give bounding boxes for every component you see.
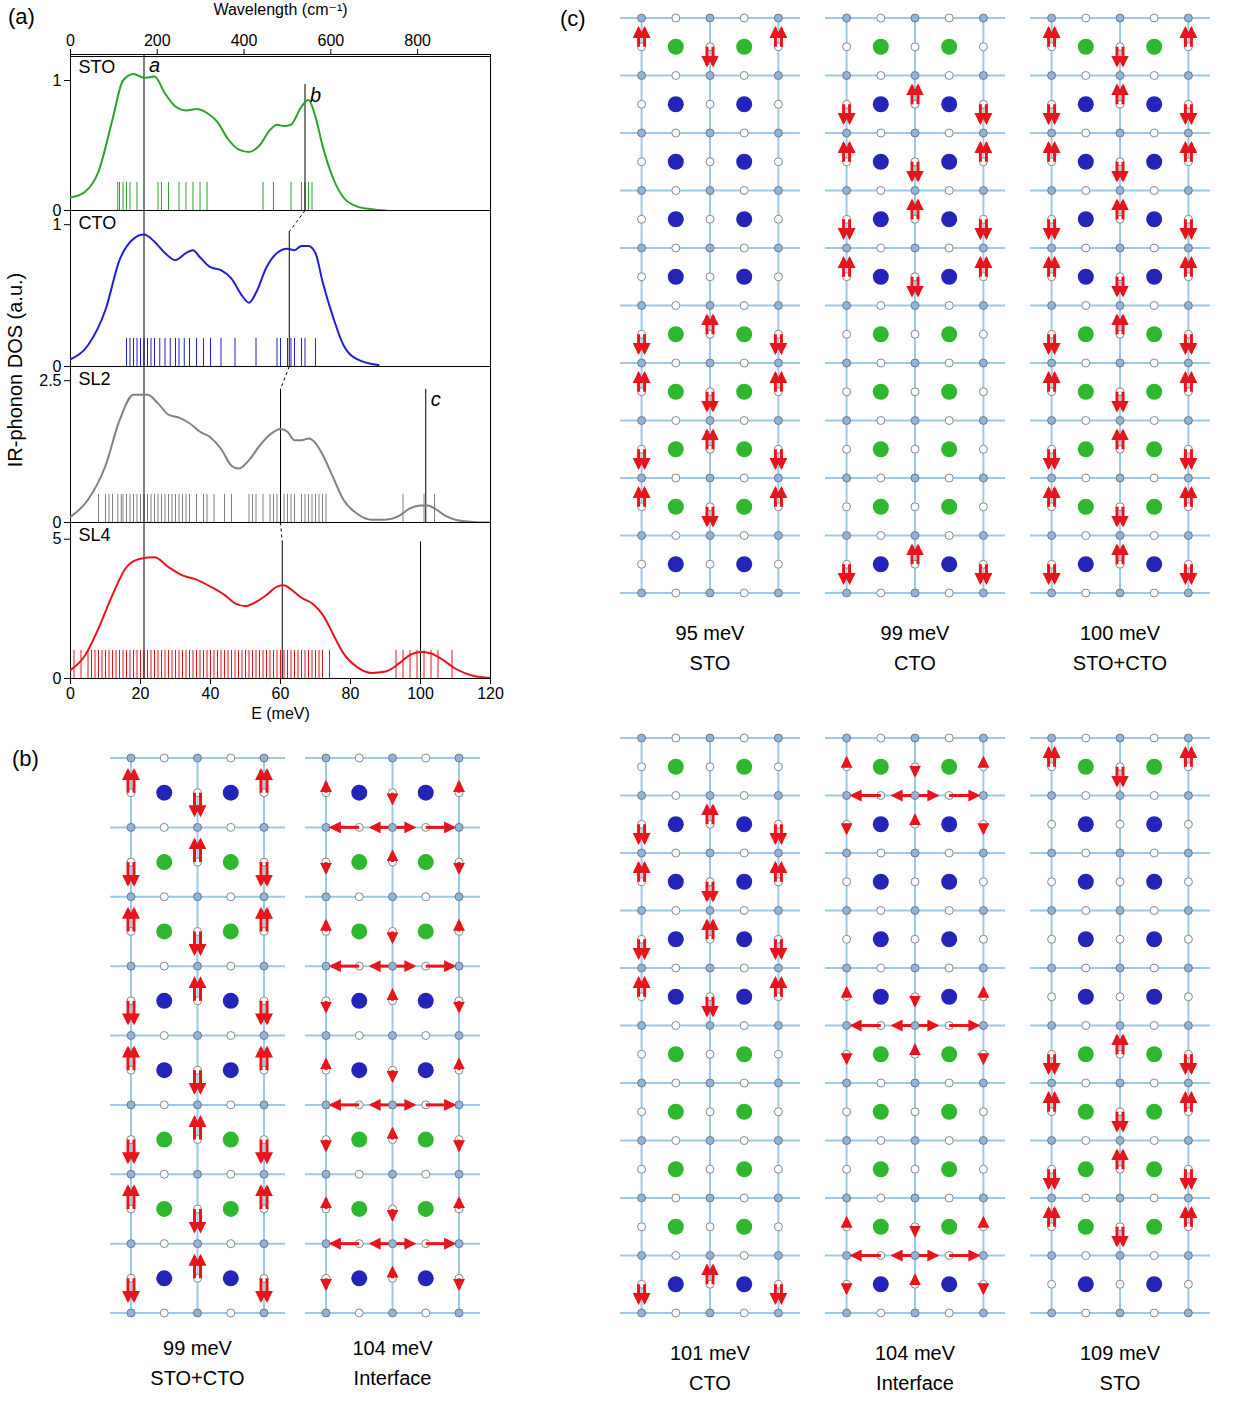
svg-text:STO+CTO: STO+CTO: [1073, 652, 1167, 674]
svg-text:100: 100: [407, 685, 434, 702]
svg-text:Interface: Interface: [876, 1372, 954, 1394]
svg-text:0: 0: [66, 685, 75, 702]
svg-text:40: 40: [202, 685, 220, 702]
svg-text:101 meV: 101 meV: [670, 1342, 751, 1364]
svg-text:200: 200: [144, 32, 171, 49]
svg-text:100 meV: 100 meV: [1080, 622, 1161, 644]
svg-text:1: 1: [53, 72, 62, 89]
svg-text:120: 120: [477, 685, 504, 702]
svg-text:400: 400: [231, 32, 258, 49]
svg-text:Wavelength (cm⁻¹): Wavelength (cm⁻¹): [213, 1, 347, 18]
svg-text:20: 20: [132, 685, 150, 702]
svg-text:60: 60: [272, 685, 290, 702]
svg-text:STO+CTO: STO+CTO: [150, 1367, 244, 1389]
svg-text:0: 0: [53, 670, 62, 687]
svg-text:600: 600: [317, 32, 344, 49]
svg-text:E (meV): E (meV): [251, 705, 310, 722]
svg-text:a: a: [149, 54, 160, 76]
svg-text:99 meV: 99 meV: [881, 622, 951, 644]
svg-text:0: 0: [52, 357, 62, 375]
svg-text:(c): (c): [560, 6, 586, 31]
svg-text:104 meV: 104 meV: [352, 1337, 433, 1359]
svg-text:c: c: [431, 388, 441, 410]
svg-text:0: 0: [53, 514, 62, 531]
svg-text:5: 5: [53, 530, 62, 547]
svg-text:IR-phonon DOS (a.u.): IR-phonon DOS (a.u.): [4, 273, 26, 468]
svg-text:STO: STO: [79, 57, 116, 77]
svg-text:CTO: CTO: [894, 652, 936, 674]
svg-text:95 meV: 95 meV: [676, 622, 746, 644]
svg-text:(a): (a): [8, 4, 35, 29]
svg-text:Interface: Interface: [354, 1367, 432, 1389]
svg-text:80: 80: [342, 685, 360, 702]
svg-text:(b): (b): [12, 746, 39, 771]
svg-text:99 meV: 99 meV: [163, 1337, 233, 1359]
svg-text:2.5: 2.5: [39, 372, 61, 389]
svg-text:STO: STO: [1100, 1372, 1141, 1394]
svg-text:b: b: [310, 84, 321, 106]
svg-text:800: 800: [404, 32, 431, 49]
svg-text:104 meV: 104 meV: [875, 1342, 956, 1364]
svg-text:1: 1: [53, 216, 62, 233]
svg-text:0: 0: [66, 32, 75, 49]
svg-text:SL2: SL2: [79, 369, 111, 389]
svg-text:STO: STO: [690, 652, 731, 674]
svg-text:SL4: SL4: [79, 525, 111, 545]
svg-text:CTO: CTO: [79, 213, 117, 233]
svg-text:109 meV: 109 meV: [1080, 1342, 1161, 1364]
svg-text:0: 0: [52, 201, 62, 219]
svg-text:CTO: CTO: [689, 1372, 731, 1394]
